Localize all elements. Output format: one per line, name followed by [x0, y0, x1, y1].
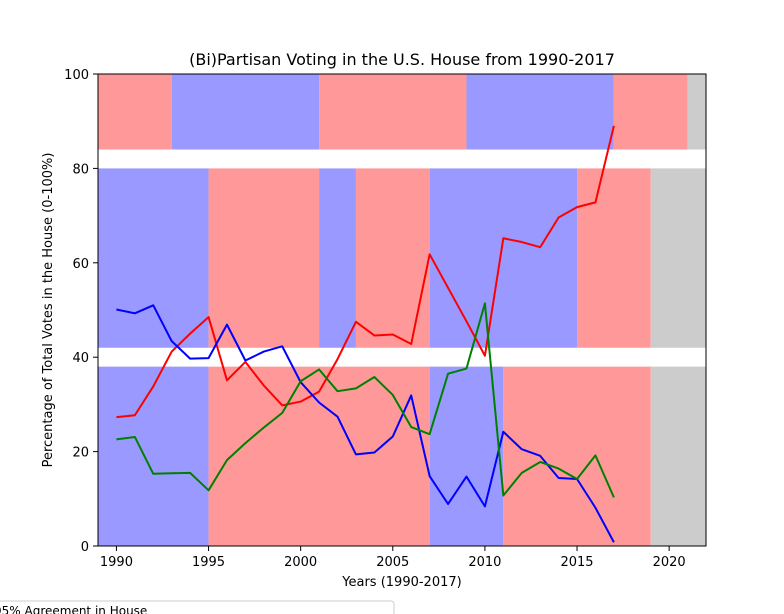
y-tick-label: 0 — [81, 540, 89, 555]
band-future-2019-2022 — [650, 168, 706, 348]
x-tick-label: 2015 — [560, 555, 593, 570]
band-republican-1995-2001 — [208, 168, 320, 348]
series-line-green — [116, 302, 615, 498]
x-tick-label: 1995 — [192, 555, 225, 570]
legend-box — [0, 600, 395, 614]
y-tick-label: 80 — [72, 162, 89, 177]
band-republican-1989-1993 — [98, 74, 172, 150]
x-tick-label: 2000 — [284, 555, 317, 570]
series-line-blue — [116, 304, 615, 543]
band-republican-2011-2019 — [503, 366, 651, 546]
band-republican-2001-2009 — [319, 74, 467, 150]
x-tick-label: 2020 — [653, 555, 686, 570]
legend-entry: 95% Agreement in House — [0, 604, 147, 614]
x-axis-label: Years (1990-2017) — [341, 575, 461, 590]
band-democrat-2007-2011 — [429, 366, 504, 546]
x-tick-label: 2005 — [376, 555, 409, 570]
y-tick-label: 20 — [72, 446, 89, 461]
y-tick-label: 40 — [72, 351, 89, 366]
band-republican-2003-2007 — [355, 168, 430, 348]
band-future-2019-2022 — [650, 366, 706, 546]
band-republican-1995-2007 — [208, 366, 430, 546]
series-lines — [116, 125, 615, 543]
y-axis-label: Percentage of Total Votes in the House (… — [41, 153, 56, 468]
series-line-red — [116, 125, 615, 419]
band-future-2021-2022 — [687, 74, 706, 150]
band-democrat-1993-2001 — [171, 74, 320, 150]
band-democrat-1989-1995 — [98, 168, 209, 348]
band-democrat-2001-2003 — [319, 168, 356, 348]
band-democrat-2009-2017 — [466, 74, 614, 150]
band-republican-2015-2019 — [577, 168, 651, 348]
x-axis-ticks: 1990 1995 2000 2005 2010 2015 2020 — [100, 546, 686, 570]
background-bands — [98, 74, 706, 546]
x-tick-label: 2010 — [468, 555, 501, 570]
band-democrat-1989-1995 — [98, 366, 209, 546]
band-republican-2017-2021 — [613, 74, 688, 150]
y-axis-ticks: 0 20 40 60 80 100 — [64, 68, 98, 555]
y-tick-label: 100 — [64, 68, 89, 83]
y-tick-label: 60 — [72, 257, 89, 272]
legend: 95% Agreement in House — [0, 600, 395, 614]
band-democrat-2007-2015 — [429, 168, 578, 348]
x-tick-label: 1990 — [100, 555, 133, 570]
plot-frame — [97, 73, 707, 547]
chart-title: (Bi)Partisan Voting in the U.S. House fr… — [189, 50, 615, 69]
